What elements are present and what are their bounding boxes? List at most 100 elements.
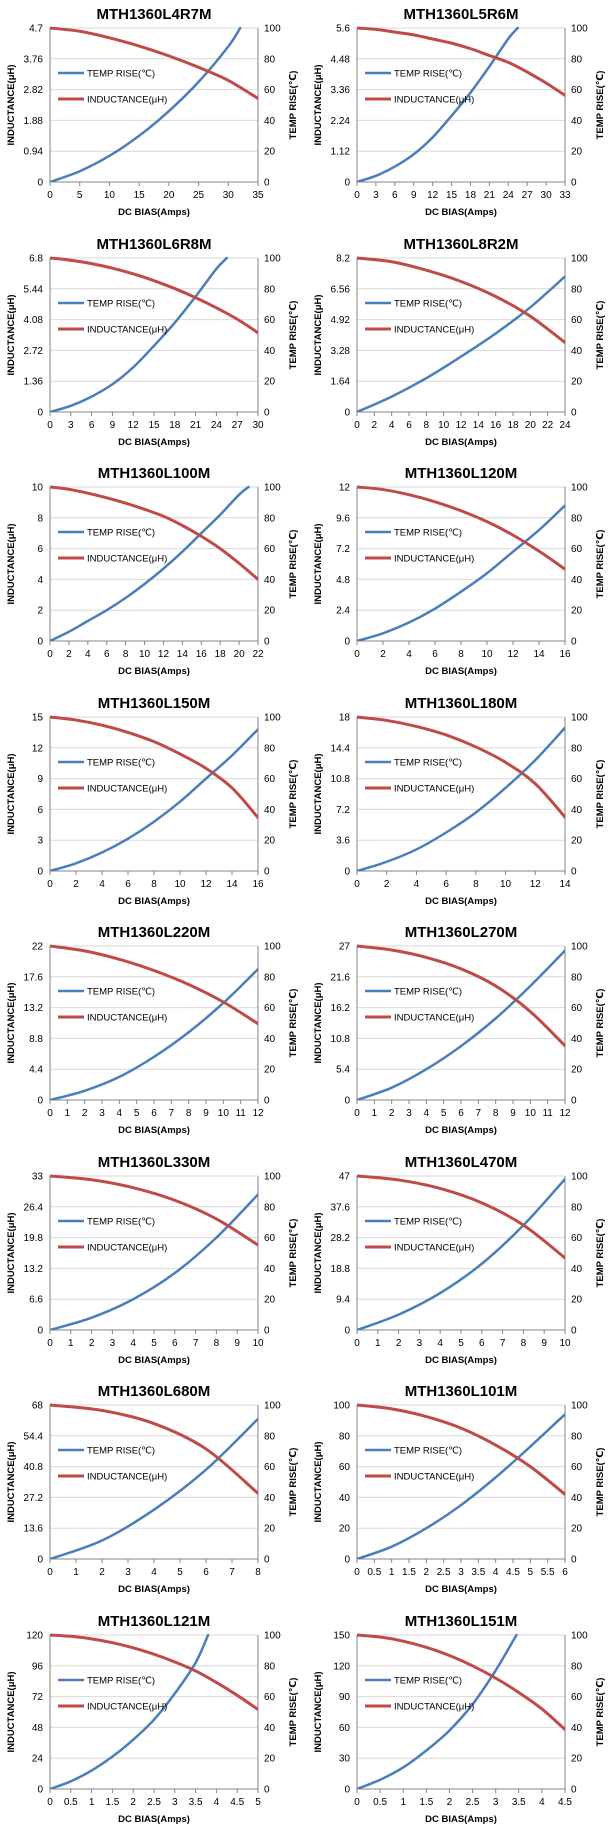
y2-tick-label: 100 — [264, 483, 281, 494]
y2-tick-label: 0 — [264, 637, 270, 648]
x-tick-label: 3 — [99, 1108, 105, 1119]
y2-tick-label: 40 — [264, 346, 276, 357]
x-tick-label: 14 — [533, 649, 545, 660]
y2-axis-label: TEMP RISE(℃) — [595, 301, 606, 370]
x-tick-label: 7 — [169, 1108, 175, 1119]
y-tick-label: 5.6 — [336, 24, 350, 35]
x-tick-label: 10 — [525, 1108, 537, 1119]
x-tick-label: 2.5 — [466, 1797, 480, 1808]
x-tick-label: 25 — [193, 190, 205, 201]
y-tick-label: 27.2 — [24, 1493, 44, 1504]
x-tick-label: 10 — [481, 649, 493, 660]
legend-inductance-label: INDUCTANCE(μH) — [394, 95, 474, 106]
y2-tick-label: 0 — [264, 408, 270, 419]
x-axis-label: DC BIAS(Amps) — [118, 896, 190, 907]
y-tick-label: 3.28 — [331, 346, 351, 357]
y2-tick-label: 60 — [571, 315, 583, 326]
y2-tick-label: 60 — [264, 1003, 276, 1014]
y2-tick-label: 100 — [571, 483, 588, 494]
legend-temp-rise-label: TEMP RISE(℃) — [87, 1676, 155, 1687]
y2-tick-label: 100 — [571, 1631, 588, 1642]
y2-tick-label: 0 — [571, 1096, 577, 1107]
chart-MTH1360L101M: MTH1360L101M 0 20 40 60 80 100 0 20 40 60 80 100 0 0.5… — [313, 1383, 606, 1595]
y2-tick-label: 60 — [571, 1233, 583, 1244]
chart-MTH1360L151M: MTH1360L151M 0 30 60 90 120 150 0 20 40 60 80 100 0 0.… — [313, 1613, 606, 1825]
x-tick-label: 0.5 — [373, 1797, 387, 1808]
y2-tick-label: 60 — [571, 1462, 583, 1473]
x-tick-label: 12 — [559, 1108, 571, 1119]
inductance-series-line — [50, 256, 258, 335]
y-tick-label: 10 — [32, 483, 44, 494]
legend-temp-rise-label: TEMP RISE(℃) — [394, 1676, 462, 1687]
y2-tick-label: 0 — [571, 1785, 577, 1796]
inductance-series-line — [357, 485, 565, 571]
chart-title: MTH1360L151M — [405, 1613, 518, 1630]
x-tick-label: 12 — [530, 879, 542, 890]
y2-tick-label: 100 — [264, 713, 281, 724]
y-axis-label: INDUCTANCE(μH) — [313, 1441, 324, 1522]
x-tick-label: 0 — [47, 879, 53, 890]
y-tick-label: 1.36 — [24, 377, 44, 388]
y2-tick-label: 100 — [264, 1172, 281, 1183]
y2-tick-label: 20 — [264, 147, 276, 158]
chart-MTH1360L150M: MTH1360L150M 0 3 6 9 12 15 0 20 40 60 80 100 0 2 4 6 8 10 1… — [6, 695, 299, 907]
y2-tick-label: 80 — [264, 972, 276, 983]
x-tick-label: 16 — [490, 420, 502, 431]
x-tick-label: 33 — [559, 190, 571, 201]
y2-tick-label: 80 — [264, 1202, 276, 1213]
y-tick-label: 1.12 — [331, 147, 351, 158]
x-tick-label: 2.5 — [437, 1567, 451, 1578]
y2-axis-label: TEMP RISE(℃) — [288, 301, 299, 370]
x-tick-label: 8 — [493, 1108, 499, 1119]
y-axis-label: INDUCTANCE(μH) — [6, 294, 17, 375]
y-tick-label: 4.92 — [331, 315, 351, 326]
y-tick-label: 2.4 — [336, 606, 350, 617]
chart-title: MTH1360L8R2M — [403, 236, 518, 253]
chart-MTH1360L270M: MTH1360L270M05.410.816.221.6270204060801… — [313, 924, 606, 1136]
legend-inductance-label: INDUCTANCE(μH) — [87, 325, 167, 336]
y2-tick-label: 100 — [264, 254, 281, 265]
y2-axis-label: TEMP RISE(℃) — [595, 760, 606, 829]
y2-tick-label: 100 — [571, 1172, 588, 1183]
y2-tick-label: 20 — [264, 1295, 276, 1306]
x-tick-label: 20 — [525, 420, 537, 431]
x-tick-label: 6 — [172, 1338, 178, 1349]
chart-MTH1360L5R6M: MTH1360L5R6M01.122.243.364.485.602040608… — [313, 6, 606, 218]
y-tick-label: 47 — [339, 1172, 351, 1183]
x-tick-label: 1.5 — [402, 1567, 416, 1578]
y2-tick-label: 20 — [571, 1295, 583, 1306]
y-tick-label: 40 — [339, 1493, 351, 1504]
x-tick-label: 14 — [177, 649, 189, 660]
inductance-series-line — [50, 1174, 258, 1247]
temp-rise-series-line — [50, 728, 258, 871]
y-tick-label: 90 — [339, 1692, 351, 1703]
x-tick-label: 3.5 — [512, 1797, 526, 1808]
y-tick-label: 8.8 — [29, 1034, 43, 1045]
x-tick-label: 5 — [458, 1338, 464, 1349]
legend-inductance-label: INDUCTANCE(μH) — [394, 1013, 474, 1024]
chart-MTH1360L6R8M: MTH1360L6R8M01.362.724.085.446.802040608… — [6, 236, 299, 448]
temp-rise-series-line — [50, 1633, 210, 1789]
y2-axis-label: TEMP RISE(℃) — [288, 989, 299, 1058]
y-tick-label: 2.72 — [24, 346, 44, 357]
y2-tick-label: 0 — [264, 1555, 270, 1566]
y-tick-label: 120 — [26, 1631, 43, 1642]
temp-rise-series-line — [357, 275, 565, 412]
y-tick-label: 3.6 — [336, 836, 350, 847]
y2-tick-label: 80 — [571, 972, 583, 983]
y-tick-label: 9 — [37, 774, 43, 785]
y-tick-label: 60 — [339, 1723, 351, 1734]
y2-tick-label: 80 — [264, 1431, 276, 1442]
x-axis-label: DC BIAS(Amps) — [425, 896, 497, 907]
x-tick-label: 8 — [214, 1338, 220, 1349]
x-tick-label: 6 — [406, 420, 412, 431]
x-tick-label: 22 — [252, 649, 264, 660]
y2-tick-label: 80 — [264, 1661, 276, 1672]
legend-temp-rise-label: TEMP RISE(℃) — [394, 528, 462, 539]
x-tick-label: 0 — [47, 1108, 53, 1119]
x-tick-label: 2 — [66, 649, 72, 660]
inductance-series-line — [50, 1633, 258, 1711]
chart-title: MTH1360L100M — [98, 465, 211, 482]
x-tick-label: 1 — [375, 1338, 381, 1349]
